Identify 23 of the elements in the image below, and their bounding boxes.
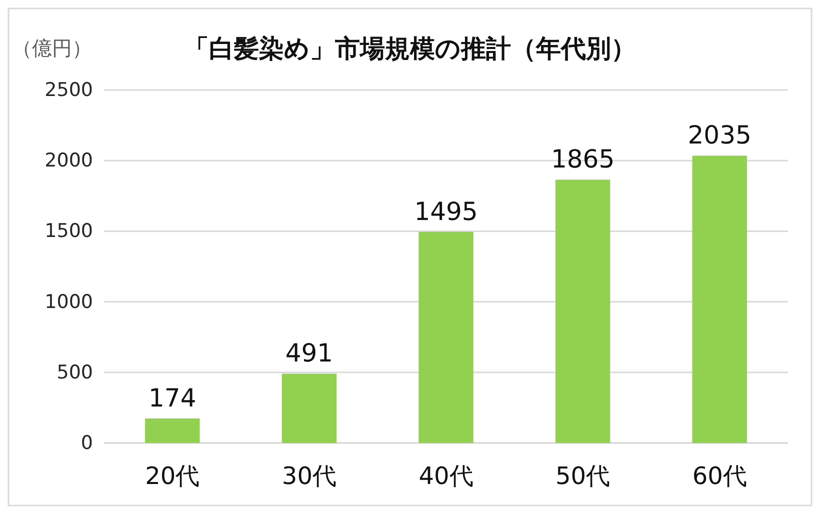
x-tick-label: 50代 xyxy=(556,462,610,490)
data-label: 2035 xyxy=(688,120,752,150)
y-tick-label: 2500 xyxy=(44,79,93,101)
data-label: 491 xyxy=(285,338,334,368)
data-label: 1865 xyxy=(550,144,615,174)
y-tick-label: 1000 xyxy=(44,290,93,313)
bar xyxy=(418,232,474,443)
bar xyxy=(145,418,200,443)
y-tick-label: 0 xyxy=(80,432,93,454)
y-tick-label: 1500 xyxy=(44,220,93,242)
bar xyxy=(692,156,747,443)
bar xyxy=(282,374,337,443)
y-tick-label: 500 xyxy=(56,361,93,384)
chart-title: 「白髪染め」市場規模の推計（年代別） xyxy=(184,34,636,63)
y-axis-title: （億円） xyxy=(12,36,92,60)
x-tick-label: 40代 xyxy=(418,462,474,490)
x-tick-label: 30代 xyxy=(282,462,336,490)
x-tick-label: 60代 xyxy=(692,462,747,490)
bar xyxy=(555,180,610,443)
x-tick-label: 20代 xyxy=(145,462,200,490)
y-tick-label: 2000 xyxy=(44,150,93,172)
data-label: 1495 xyxy=(414,196,478,226)
data-label: 174 xyxy=(148,383,196,412)
